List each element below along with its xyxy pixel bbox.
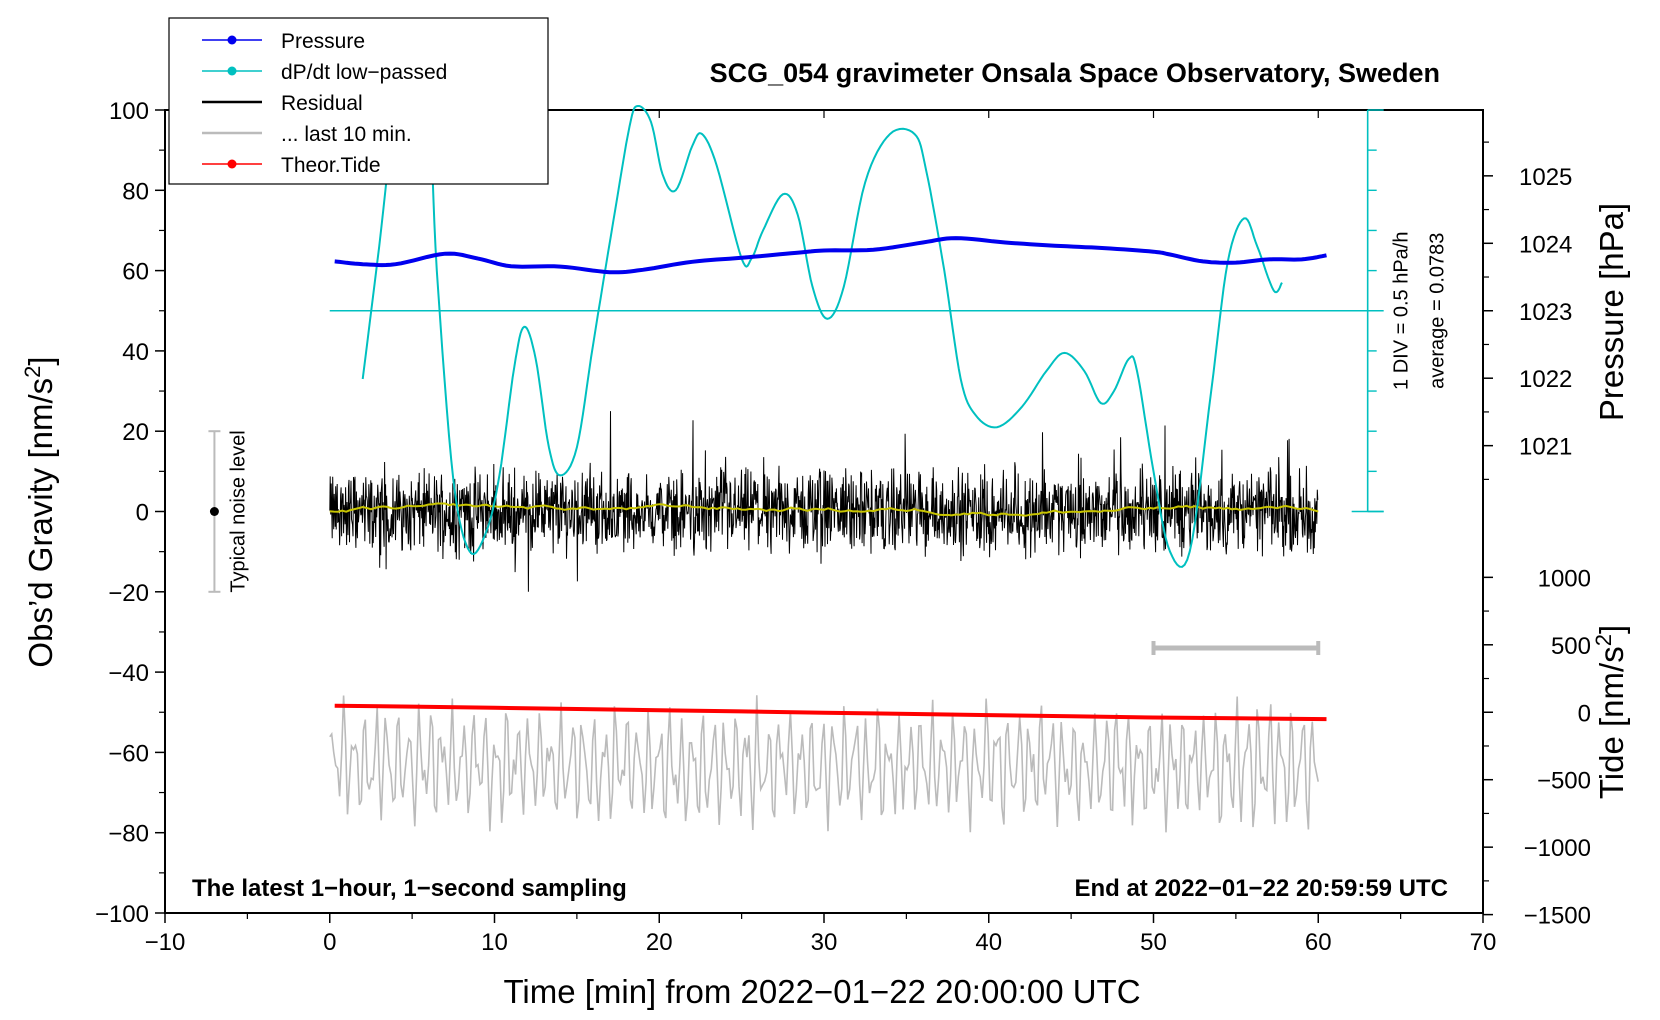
pressure-series [334, 236, 1327, 275]
y-tick-label: 100 [109, 98, 149, 125]
y-left-title-prefix: Obs’d Gravity [nm/s [22, 378, 59, 668]
y-left-title-close: ] [22, 356, 59, 365]
x-tick-label: 70 [1470, 929, 1497, 956]
x-tick-label: 40 [975, 929, 1002, 956]
div-label: 1 DIV = 0.5 hPa/h [1391, 232, 1413, 390]
tide-tick-label: 1000 [1538, 565, 1591, 592]
pressure-tick-label: 1021 [1519, 434, 1572, 461]
noise-level-bar [208, 430, 221, 593]
y-axis-left: −100 −80 −60 −40 −20 0 20 40 60 80 100 [95, 98, 165, 928]
average-label: average = 0.0783 [1427, 233, 1449, 389]
x-tick-label: −10 [145, 929, 186, 956]
y-tide-title-sup: 2 [1591, 634, 1616, 646]
legend-marker [227, 159, 237, 169]
y-tick-label: 40 [122, 339, 149, 366]
y-axis-tide: −1500 −1000 −500 0 500 1000 [1483, 565, 1591, 930]
y-left-title-sup: 2 [20, 366, 45, 378]
y-axis-pressure: 1021 1022 1023 1024 1025 [1483, 141, 1572, 480]
last-10-min-bar [1151, 641, 1321, 656]
theor-tide-series [334, 703, 1327, 722]
pressure-tick-label: 1022 [1519, 366, 1572, 393]
x-axis: −10 0 10 20 30 40 50 60 70 [145, 110, 1497, 956]
y-tick-label: 60 [122, 259, 149, 286]
y-axis-left-title: Obs’d Gravity [nm/s2] [20, 356, 60, 667]
x-tick-label: 20 [646, 929, 673, 956]
tide-tick-label: −1500 [1524, 903, 1591, 930]
x-tick-label: 50 [1140, 929, 1167, 956]
tide-tick-label: 500 [1551, 633, 1591, 660]
legend-label: Pressure [281, 30, 365, 53]
y-tide-title-prefix: Tide [nm/s [1593, 646, 1630, 799]
latest-note: The latest 1−hour, 1−second sampling [192, 875, 627, 902]
legend-label: Residual [281, 92, 363, 115]
residual-series [329, 411, 1319, 592]
legend-label: dP/dt low−passed [281, 61, 447, 84]
y-tick-label: 80 [122, 178, 149, 205]
y-axis-tide-title: Tide [nm/s2] [1591, 625, 1631, 799]
pressure-tick-label: 1025 [1519, 164, 1572, 191]
last-10-min-series [329, 695, 1319, 833]
y-tick-label: −40 [108, 660, 149, 687]
tide-tick-label: −500 [1537, 768, 1591, 795]
y-tick-label: 0 [136, 500, 149, 527]
chart-title: SCG_054 gravimeter Onsala Space Observat… [710, 58, 1440, 88]
y-tick-label: −100 [95, 901, 149, 928]
legend-label: ... last 10 min. [281, 123, 412, 146]
noise-level-label: Typical noise level [227, 430, 249, 592]
dpdt-series [361, 92, 1283, 568]
y-tide-title-close: ] [1593, 625, 1630, 634]
x-tick-label: 60 [1305, 929, 1332, 956]
pressure-tick-label: 1024 [1519, 231, 1572, 258]
y-tick-label: −80 [108, 821, 149, 848]
end-note: End at 2022−01−22 20:59:59 UTC [1074, 875, 1448, 902]
x-tick-label: 10 [481, 929, 508, 956]
legend-marker [227, 35, 237, 45]
x-tick-label: 30 [811, 929, 838, 956]
y-tick-label: −20 [108, 580, 149, 607]
noise-bar-dot [209, 507, 219, 516]
legend-label: Theor.Tide [281, 154, 381, 177]
x-tick-label: 0 [323, 929, 336, 956]
y-axis-pressure-title: Pressure [hPa] [1593, 203, 1630, 421]
x-axis-title: Time [min] from 2022−01−22 20:00:00 UTC [503, 973, 1140, 1010]
legend: Pressure dP/dt low−passed Residual ... last… [168, 17, 549, 185]
y-tick-label: −60 [108, 740, 149, 767]
tide-tick-label: 0 [1578, 700, 1591, 727]
pressure-tick-label: 1023 [1519, 299, 1572, 326]
y-tick-label: 20 [122, 419, 149, 446]
tide-tick-label: −1000 [1524, 835, 1591, 862]
legend-marker [227, 66, 237, 76]
